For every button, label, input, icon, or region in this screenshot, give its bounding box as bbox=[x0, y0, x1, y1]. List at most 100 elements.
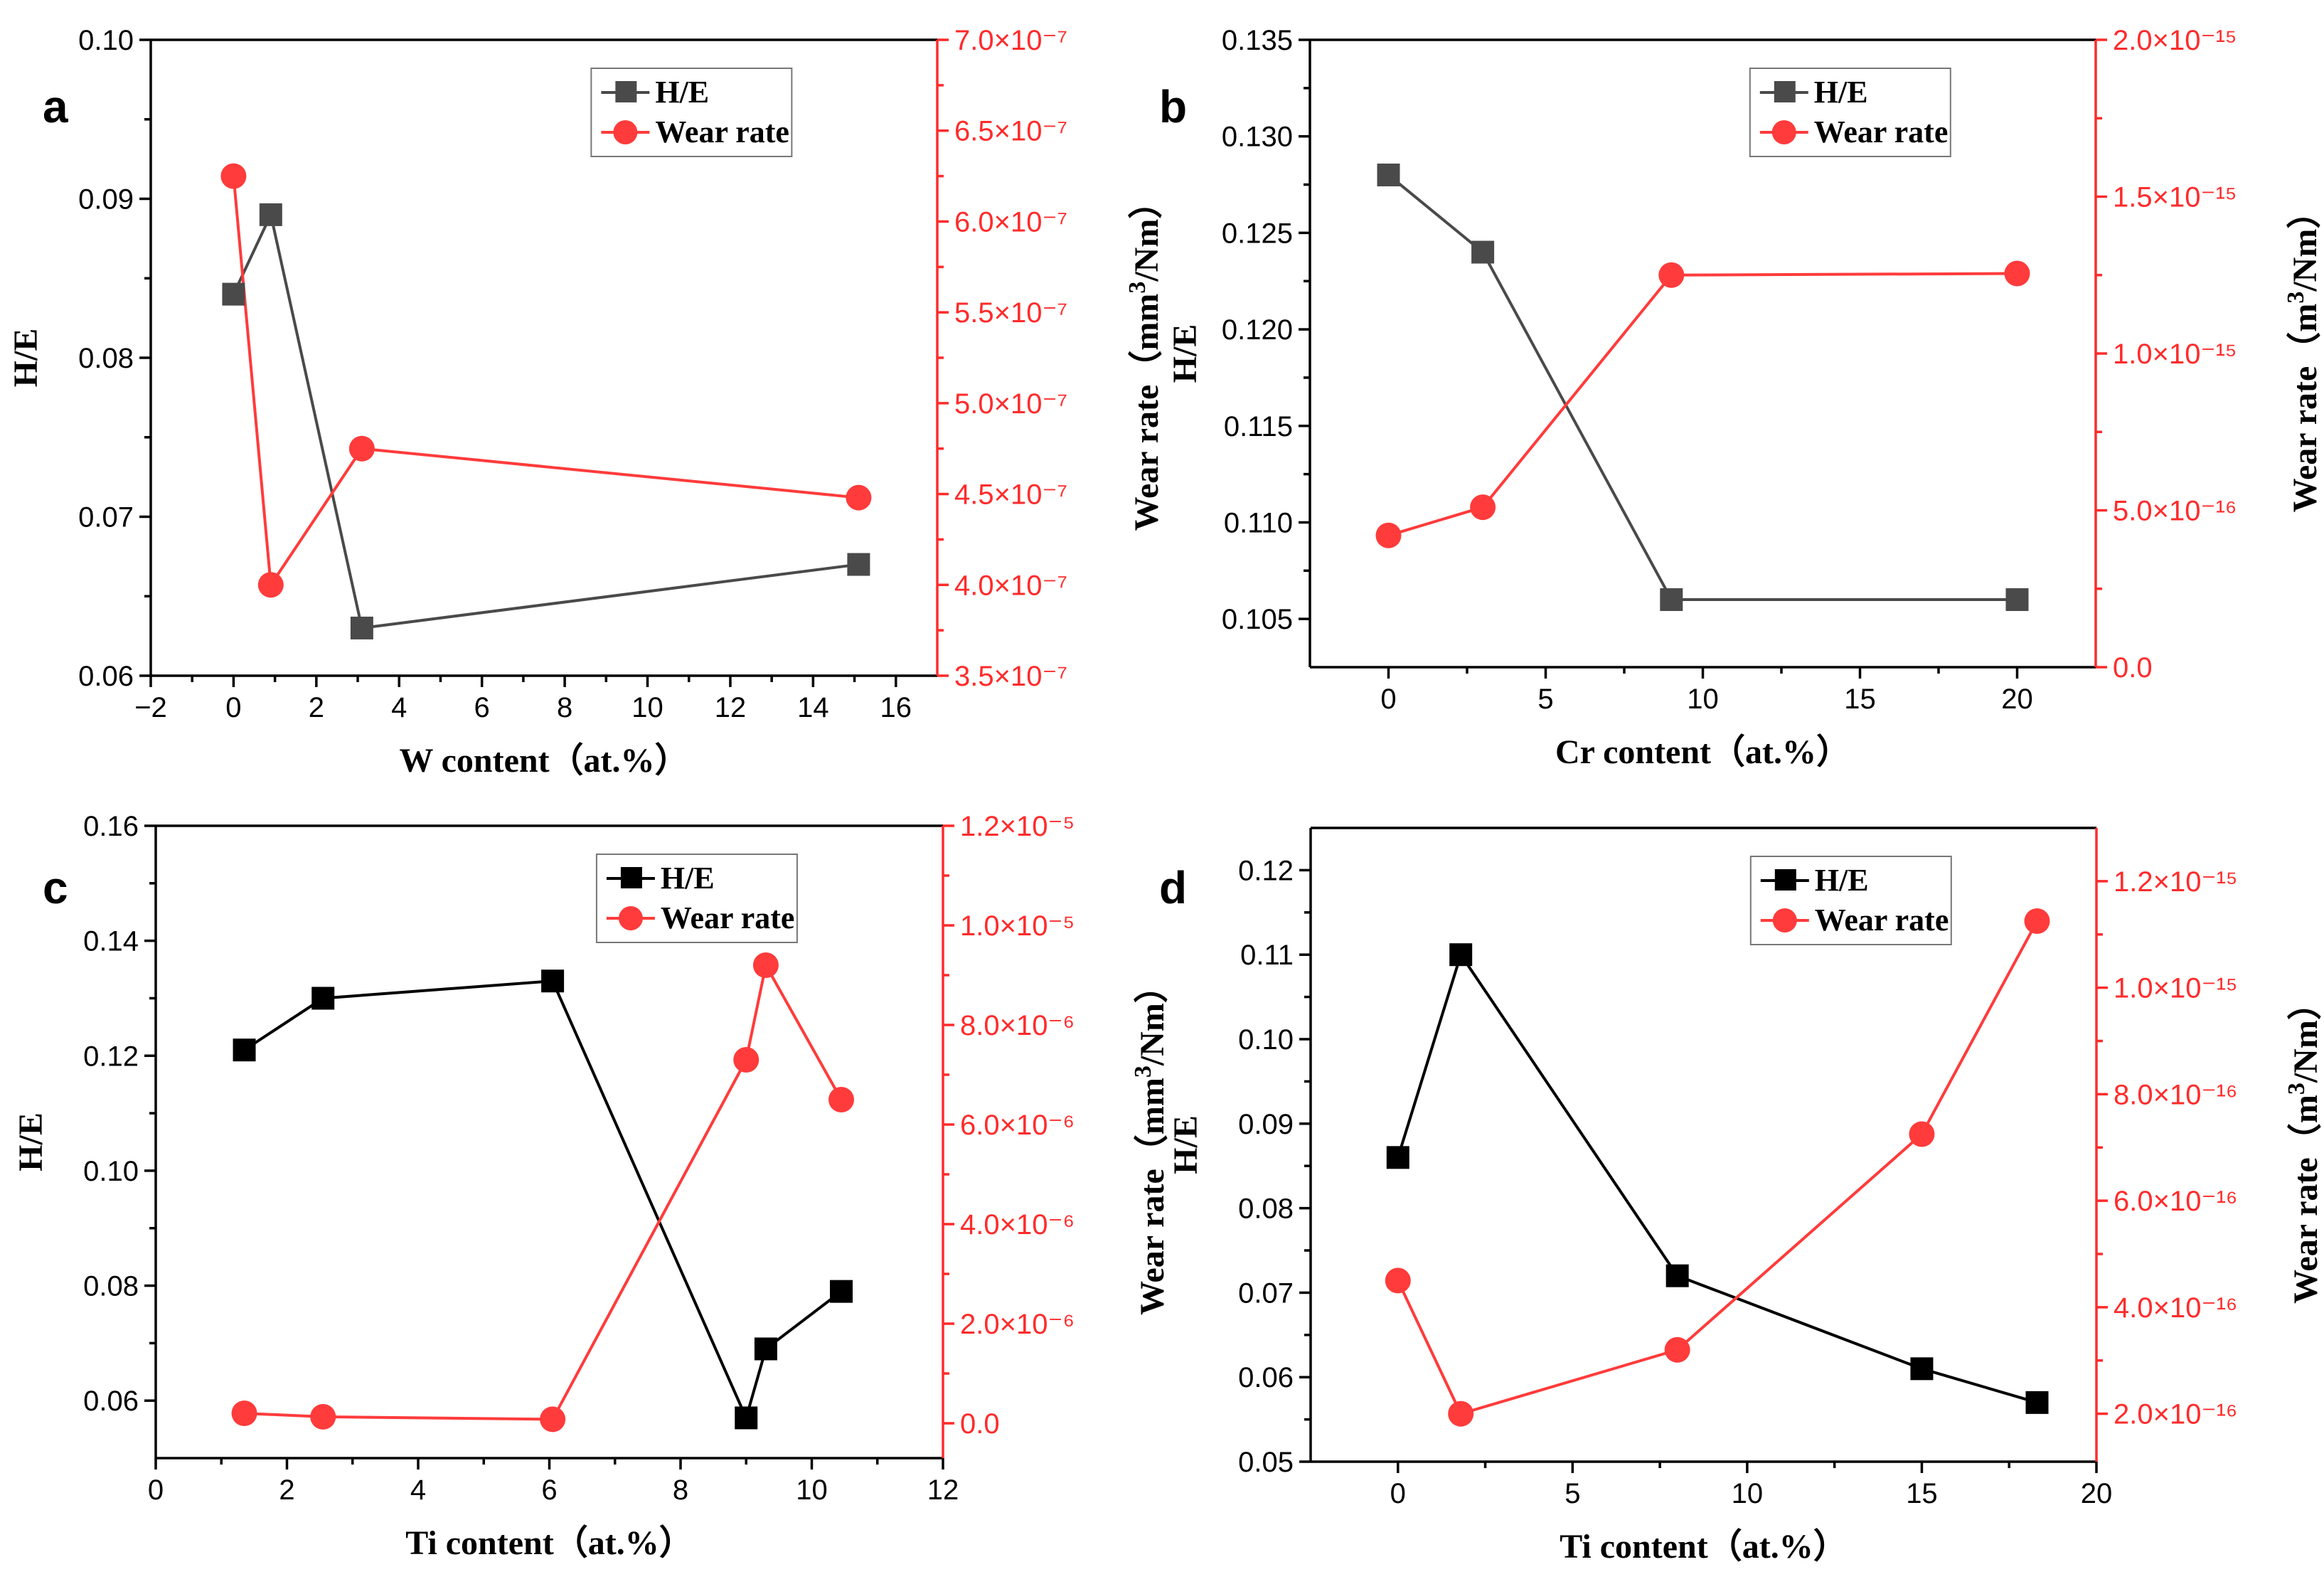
x-tick-label: 2 bbox=[309, 692, 324, 723]
right-y-tick-label: 2.0×10⁻⁶ bbox=[960, 1309, 1075, 1340]
right-y-axis-title-sup: 3 bbox=[1124, 282, 1151, 294]
x-axis-title: Ti content（at.%） bbox=[405, 1524, 693, 1562]
right-y-tick-label: 4.0×10⁻⁷ bbox=[954, 570, 1067, 601]
right-y-tick-label: 1.5×10⁻¹⁵ bbox=[2113, 182, 2237, 213]
right-y-axis-title: Wear rate（m3/Nm） bbox=[2283, 986, 2324, 1304]
right-y-tick-label: 1.0×10⁻⁵ bbox=[960, 910, 1075, 942]
x-tick-label: 5 bbox=[1537, 684, 1553, 715]
x-axis-title: Cr content（at.%） bbox=[1555, 733, 1850, 771]
left-y-tick-label: 0.07 bbox=[78, 502, 134, 533]
right-y-tick-label: 1.0×10⁻¹⁵ bbox=[2114, 973, 2237, 1004]
panel-label: a bbox=[43, 81, 68, 132]
right-y-axis-title-tail: /Nm） bbox=[2286, 195, 2324, 292]
left-y-axis-title: H/E bbox=[7, 329, 45, 388]
he-series-line bbox=[243, 979, 843, 1423]
he-data-point bbox=[541, 969, 565, 993]
wear-rate-data-point bbox=[1470, 494, 1496, 521]
he-data-point bbox=[2025, 1391, 2049, 1414]
left-y-tick-label: 0.115 bbox=[1224, 411, 1293, 442]
wear-rate-data-point bbox=[752, 952, 779, 978]
left-y-tick-label: 0.09 bbox=[78, 184, 134, 216]
wear-rate-data-point bbox=[846, 484, 872, 511]
chart-panel-b: 0 5 10 15 20 0.105 0.110 0.115 0.120 0.125 0.130 0.… bbox=[1159, 25, 2324, 771]
left-y-tick-label: 0.130 bbox=[1222, 122, 1293, 153]
he-data-point bbox=[233, 1038, 256, 1062]
right-y-axis-title: Wear rate（mm3/Nm） bbox=[1124, 185, 1166, 531]
right-y-axis-title: Wear rate（m3/Nm） bbox=[2283, 195, 2324, 513]
x-tick-label: 0 bbox=[1380, 684, 1396, 715]
right-y-axis-title-tail: /Nm） bbox=[1134, 969, 1171, 1066]
x-tick-label: 4 bbox=[410, 1474, 426, 1506]
he-series-line bbox=[1387, 174, 2017, 602]
left-y-tick-label: 0.05 bbox=[1238, 1447, 1294, 1478]
right-y-tick-label: 5.5×10⁻⁷ bbox=[954, 297, 1067, 329]
x-tick-label: 10 bbox=[1732, 1478, 1764, 1509]
right-y-tick-label: 0.0 bbox=[960, 1408, 1000, 1440]
x-tick-label: 15 bbox=[1906, 1478, 1938, 1509]
left-y-tick-label: 0.10 bbox=[83, 1156, 139, 1187]
legend-wear-marker bbox=[1772, 908, 1797, 932]
wear-rate-data-point bbox=[1664, 1336, 1690, 1363]
left-y-tick-label: 0.16 bbox=[83, 811, 139, 842]
he-data-point bbox=[754, 1337, 777, 1361]
right-y-tick-label: 7.0×10⁻⁷ bbox=[954, 25, 1067, 56]
wear-rate-data-point bbox=[1658, 262, 1685, 288]
chart-panel-c: 0 2 4 6 8 10 12 0.06 0.08 0.10 0.12 0.14 0.16 0.0 2.0×… bbox=[12, 811, 1171, 1562]
left-y-tick-label: 0.10 bbox=[1238, 1024, 1294, 1056]
he-data-point bbox=[2005, 588, 2029, 612]
x-tick-label: 20 bbox=[2001, 684, 2033, 715]
left-y-tick-label: 0.12 bbox=[1238, 855, 1294, 886]
x-tick-label: −2 bbox=[134, 692, 167, 723]
chart-panel-d: 0 5 10 15 20 0.05 0.06 0.07 0.08 0.09 0.10 0.11 0.12… bbox=[1159, 827, 2324, 1566]
left-y-axis-title: H/E bbox=[12, 1112, 50, 1171]
wear-rate-data-point bbox=[1448, 1401, 1474, 1427]
right-y-axis-title-base: Wear rate（m bbox=[2287, 1095, 2324, 1304]
left-y-tick-label: 0.110 bbox=[1224, 507, 1293, 538]
he-data-point bbox=[1449, 943, 1473, 967]
left-y-tick-label: 0.06 bbox=[1238, 1362, 1294, 1393]
he-series-line bbox=[232, 210, 859, 630]
x-tick-label: 10 bbox=[796, 1474, 828, 1506]
x-tick-label: 8 bbox=[557, 692, 572, 723]
right-y-tick-label: 6.5×10⁻⁷ bbox=[954, 116, 1067, 147]
x-tick-label: 0 bbox=[225, 692, 241, 723]
wear-rate-series-line bbox=[232, 176, 859, 590]
left-y-tick-label: 0.07 bbox=[1238, 1277, 1294, 1309]
wear-rate-data-point bbox=[828, 1087, 855, 1112]
right-y-tick-label: 1.0×10⁻¹⁵ bbox=[2113, 339, 2237, 370]
wear-rate-data-point bbox=[348, 435, 375, 462]
legend-he-marker bbox=[620, 867, 642, 888]
he-data-point bbox=[1386, 1146, 1409, 1169]
right-y-axis-title-sup: 3 bbox=[2283, 1083, 2310, 1095]
legend-wear-label: Wear rate bbox=[1814, 115, 1949, 149]
right-y-tick-label: 5.0×10⁻¹⁶ bbox=[2113, 496, 2237, 527]
he-data-point bbox=[830, 1280, 853, 1303]
x-tick-label: 14 bbox=[797, 692, 829, 723]
he-data-point bbox=[847, 553, 870, 576]
x-tick-label: 10 bbox=[631, 692, 663, 723]
he-data-point bbox=[1665, 1264, 1689, 1287]
he-data-point bbox=[1471, 240, 1495, 264]
right-y-tick-label: 4.0×10⁻¹⁶ bbox=[2114, 1292, 2237, 1324]
right-y-axis-title-sup: 3 bbox=[2283, 292, 2309, 304]
x-tick-label: 2 bbox=[279, 1474, 294, 1506]
legend-he-label: H/E bbox=[1815, 863, 1869, 898]
right-y-tick-label: 3.5×10⁻⁷ bbox=[954, 661, 1067, 692]
right-y-tick-label: 8.0×10⁻¹⁶ bbox=[2114, 1079, 2237, 1110]
right-y-axis-title-sup: 3 bbox=[1130, 1065, 1156, 1078]
left-y-axis-title: H/E bbox=[1166, 324, 1204, 383]
wear-rate-data-point bbox=[310, 1403, 336, 1430]
x-tick-label: 6 bbox=[541, 1474, 557, 1506]
left-y-tick-label: 0.09 bbox=[1238, 1109, 1294, 1140]
right-y-axis-title-base: Wear rate（mm bbox=[1128, 294, 1166, 531]
x-tick-label: 4 bbox=[391, 692, 407, 723]
left-y-axis-title: H/E bbox=[1167, 1115, 1205, 1174]
x-tick-label: 10 bbox=[1687, 684, 1719, 715]
he-data-point bbox=[1910, 1357, 1934, 1381]
legend-he-label: H/E bbox=[1814, 75, 1868, 110]
right-y-tick-label: 5.0×10⁻⁷ bbox=[954, 388, 1067, 420]
chart-panel-a: −2 0 2 4 6 8 10 12 14 16 0.06 0.07 0.08 0.09 0.10 3.5×1… bbox=[7, 25, 1166, 780]
right-y-axis-title-base: Wear rate（mm bbox=[1134, 1078, 1171, 1315]
x-axis-title: W content（at.%） bbox=[399, 742, 688, 780]
